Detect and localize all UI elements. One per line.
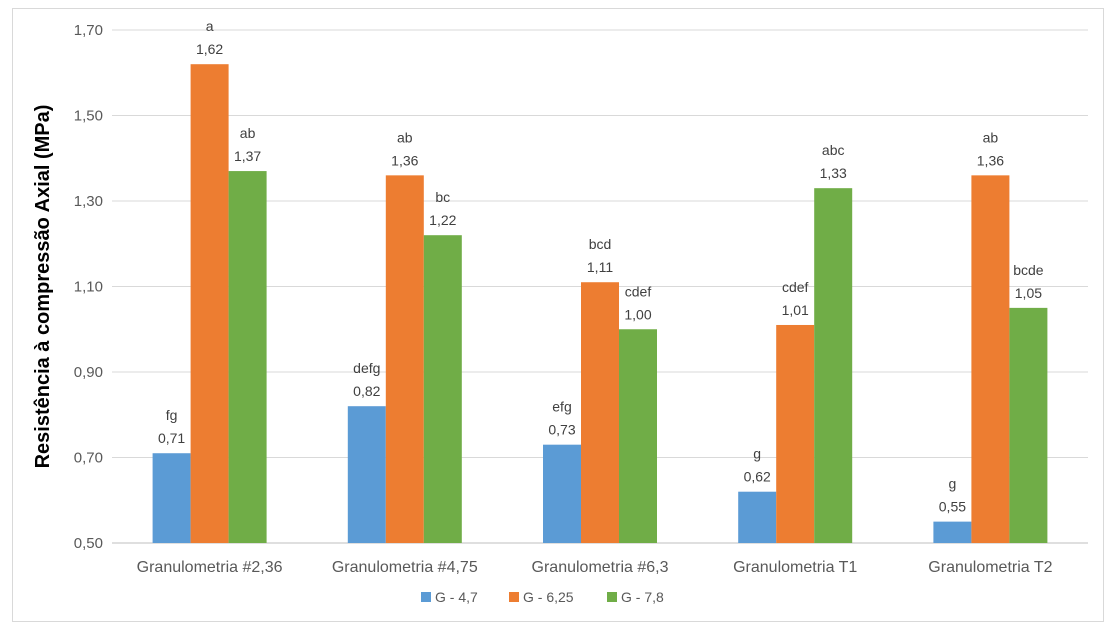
value-label: 1,11 — [587, 259, 613, 275]
significance-letter: ab — [397, 129, 413, 145]
bar — [423, 235, 462, 543]
bar — [1009, 307, 1048, 543]
category-label: Granulometria #4,75 — [332, 559, 478, 576]
legend-label: G - 7,8 — [621, 589, 664, 605]
value-label: 1,33 — [820, 165, 847, 181]
value-label: 1,62 — [196, 41, 223, 57]
y-tick-label: 0,70 — [74, 450, 103, 467]
value-label: 1,05 — [1015, 285, 1042, 301]
legend-swatch — [607, 592, 617, 602]
value-label: 0,62 — [744, 469, 771, 485]
value-label: 0,82 — [353, 383, 380, 399]
y-tick-label: 0,90 — [74, 364, 103, 381]
value-label: 1,36 — [977, 152, 1004, 168]
category-label: Granulometria T2 — [928, 559, 1052, 576]
bar — [933, 521, 972, 543]
y-axis-title: Resistência à compressão Axial (MPa) — [32, 105, 54, 469]
value-label: 1,37 — [234, 148, 261, 164]
bar — [385, 175, 424, 543]
significance-letter: g — [949, 476, 957, 492]
legend-swatch — [421, 592, 431, 602]
significance-letter: a — [206, 18, 214, 34]
significance-letter: efg — [552, 399, 571, 415]
significance-letter: cdef — [782, 279, 809, 295]
legend-label: G - 4,7 — [435, 589, 478, 605]
significance-letter: abc — [822, 142, 845, 158]
bar — [619, 329, 657, 543]
bar — [543, 444, 581, 543]
bar — [776, 324, 815, 543]
category-label: Granulometria #2,36 — [137, 559, 283, 576]
significance-letter: cdef — [625, 283, 652, 299]
y-tick-label: 0,50 — [74, 535, 103, 552]
value-label: 0,55 — [939, 499, 966, 515]
y-tick-label: 1,10 — [74, 279, 103, 296]
bar — [581, 282, 619, 543]
value-label: 1,01 — [782, 302, 809, 318]
significance-letter: ab — [983, 129, 999, 145]
bar — [971, 175, 1010, 543]
bar — [152, 453, 191, 543]
category-label: Granulometria T1 — [733, 559, 857, 576]
legend-swatch — [509, 592, 519, 602]
y-tick-label: 1,30 — [74, 193, 103, 210]
y-tick-label: 1,70 — [74, 22, 103, 39]
y-tick-label: 1,50 — [74, 108, 103, 125]
category-label: Granulometria #6,3 — [532, 559, 669, 576]
bar — [814, 188, 853, 544]
significance-letter: ab — [240, 125, 256, 141]
significance-letter: bcde — [1013, 262, 1044, 278]
value-label: 1,36 — [391, 152, 418, 168]
significance-letter: defg — [353, 360, 380, 376]
bar — [738, 491, 777, 543]
value-label: 1,22 — [429, 212, 456, 228]
bar — [228, 171, 267, 543]
significance-letter: fg — [166, 407, 178, 423]
bar — [347, 406, 386, 543]
value-label: 0,73 — [548, 422, 575, 438]
significance-letter: g — [753, 446, 761, 462]
significance-letter: bc — [435, 189, 450, 205]
bar — [190, 64, 229, 543]
legend-label: G - 6,25 — [523, 589, 574, 605]
value-label: 0,71 — [158, 430, 185, 446]
value-label: 1,00 — [624, 306, 651, 322]
significance-letter: bcd — [589, 236, 612, 252]
